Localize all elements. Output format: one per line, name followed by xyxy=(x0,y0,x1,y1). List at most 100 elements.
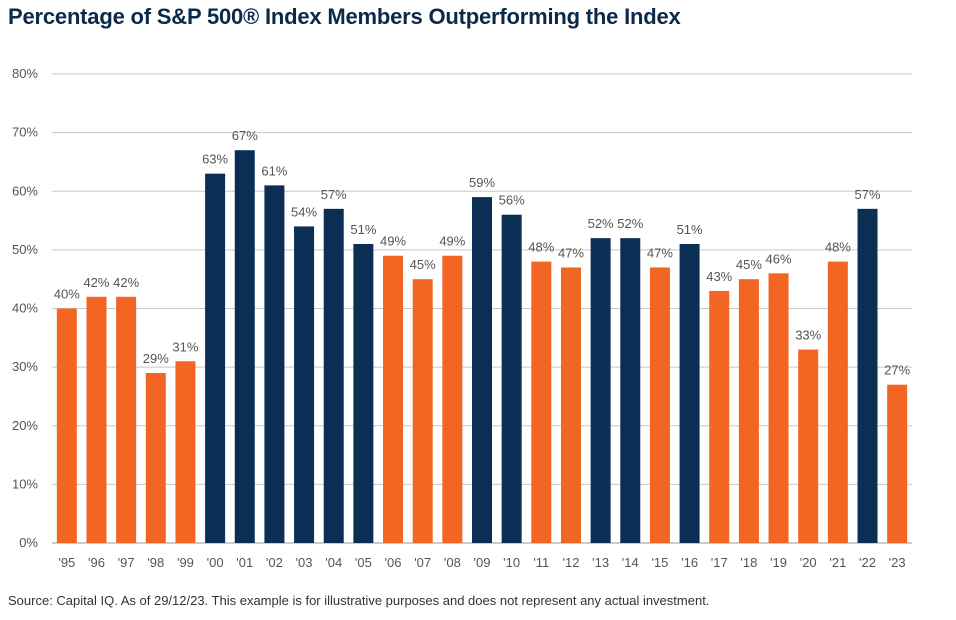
bar-5 xyxy=(205,173,226,543)
bar-9 xyxy=(323,208,344,543)
x-tick-label: '12 xyxy=(562,555,579,570)
bar-20 xyxy=(649,267,670,543)
x-tick-label: '18 xyxy=(740,555,757,570)
data-label: 40% xyxy=(54,287,80,302)
data-label: 63% xyxy=(202,152,228,167)
data-label: 43% xyxy=(706,269,732,284)
bar-10 xyxy=(353,244,374,543)
x-tick-label: '14 xyxy=(622,555,639,570)
bar-22 xyxy=(709,290,730,543)
data-label: 54% xyxy=(291,204,317,219)
data-label: 29% xyxy=(143,351,169,366)
bar-12 xyxy=(412,279,433,543)
bar-15 xyxy=(501,214,522,543)
x-axis-ticks: '95 '96 '97 '98 '99 '00 '01 '02 '03 '04 '05 '06 '07 '… xyxy=(58,555,905,570)
x-tick-label: '00 xyxy=(207,555,224,570)
y-tick-label: 60% xyxy=(12,183,38,198)
data-label: 49% xyxy=(439,234,465,249)
data-label: 47% xyxy=(558,245,584,260)
x-tick-label: '15 xyxy=(651,555,668,570)
bar-6 xyxy=(234,150,255,543)
bar-24 xyxy=(768,273,789,543)
bar-11 xyxy=(383,255,404,544)
x-tick-label: '17 xyxy=(711,555,728,570)
bar-21 xyxy=(679,244,700,543)
bar-8 xyxy=(294,226,315,544)
bar-26 xyxy=(827,261,848,543)
bar-2 xyxy=(116,296,137,543)
y-tick-label: 50% xyxy=(12,242,38,257)
bar-13 xyxy=(442,255,463,544)
bar-7 xyxy=(264,185,285,543)
data-label: 46% xyxy=(766,251,792,266)
x-tick-label: '97 xyxy=(118,555,135,570)
x-tick-label: '01 xyxy=(236,555,253,570)
data-label: 42% xyxy=(83,275,109,290)
x-tick-label: '95 xyxy=(58,555,75,570)
data-label: 47% xyxy=(647,245,673,260)
data-label: 52% xyxy=(617,216,643,231)
bar-1 xyxy=(86,296,107,543)
x-tick-label: '20 xyxy=(800,555,817,570)
x-tick-label: '13 xyxy=(592,555,609,570)
x-tick-label: '16 xyxy=(681,555,698,570)
source-note: Source: Capital IQ. As of 29/12/23. This… xyxy=(8,593,710,608)
bar-3 xyxy=(145,372,166,543)
bar-18 xyxy=(590,238,611,543)
y-axis-ticks: 0% 10% 20% 30% 40% 50% 60% 70% 80% xyxy=(12,66,38,550)
bar-17 xyxy=(560,267,581,543)
bar-19 xyxy=(620,238,641,543)
x-tick-label: '06 xyxy=(385,555,402,570)
data-label: 33% xyxy=(795,328,821,343)
bar-16 xyxy=(531,261,552,543)
data-label: 51% xyxy=(350,222,376,237)
x-tick-label: '23 xyxy=(889,555,906,570)
x-tick-label: '04 xyxy=(325,555,342,570)
y-tick-label: 0% xyxy=(19,535,38,550)
x-tick-label: '09 xyxy=(474,555,491,570)
y-tick-label: 10% xyxy=(12,476,38,491)
data-label: 48% xyxy=(528,240,554,255)
x-tick-label: '08 xyxy=(444,555,461,570)
data-labels: 40%42% 42%29%31%63%67%61%54%57%51%49%45%4… xyxy=(54,128,911,378)
data-label: 48% xyxy=(825,240,851,255)
data-label: 27% xyxy=(884,363,910,378)
bar-27 xyxy=(857,208,878,543)
x-tick-label: '02 xyxy=(266,555,283,570)
data-label: 57% xyxy=(855,187,881,202)
data-label: 56% xyxy=(499,193,525,208)
data-label: 67% xyxy=(232,128,258,143)
x-tick-label: '99 xyxy=(177,555,194,570)
data-label: 57% xyxy=(321,187,347,202)
data-label: 61% xyxy=(261,163,287,178)
y-tick-label: 80% xyxy=(12,66,38,81)
data-label: 45% xyxy=(410,257,436,272)
x-tick-label: '05 xyxy=(355,555,372,570)
data-label: 42% xyxy=(113,275,139,290)
x-tick-label: '07 xyxy=(414,555,431,570)
bar-chart: 0%10%20%30%40%50%60%70%80% 40%42% 42%29%3… xyxy=(12,66,912,570)
chart-title: Percentage of S&P 500® Index Members Out… xyxy=(8,4,681,29)
y-tick-label: 20% xyxy=(12,418,38,433)
x-tick-label: '19 xyxy=(770,555,787,570)
bar-28 xyxy=(887,384,908,543)
y-tick-label: 70% xyxy=(12,125,38,140)
x-tick-label: '10 xyxy=(503,555,520,570)
x-tick-label: '96 xyxy=(88,555,105,570)
y-tick-label: 40% xyxy=(12,301,38,316)
data-label: 31% xyxy=(172,339,198,354)
data-label: 45% xyxy=(736,257,762,272)
x-tick-label: '11 xyxy=(533,555,549,570)
data-label: 59% xyxy=(469,175,495,190)
x-tick-label: '03 xyxy=(296,555,313,570)
data-label: 52% xyxy=(588,216,614,231)
data-label: 51% xyxy=(677,222,703,237)
bar-0 xyxy=(56,308,77,543)
x-tick-label: '22 xyxy=(859,555,876,570)
bar-4 xyxy=(175,361,196,543)
bar-25 xyxy=(798,349,819,543)
data-label: 49% xyxy=(380,234,406,249)
x-tick-label: '21 xyxy=(829,555,846,570)
bar-14 xyxy=(472,197,492,544)
x-tick-label: '98 xyxy=(147,555,164,570)
